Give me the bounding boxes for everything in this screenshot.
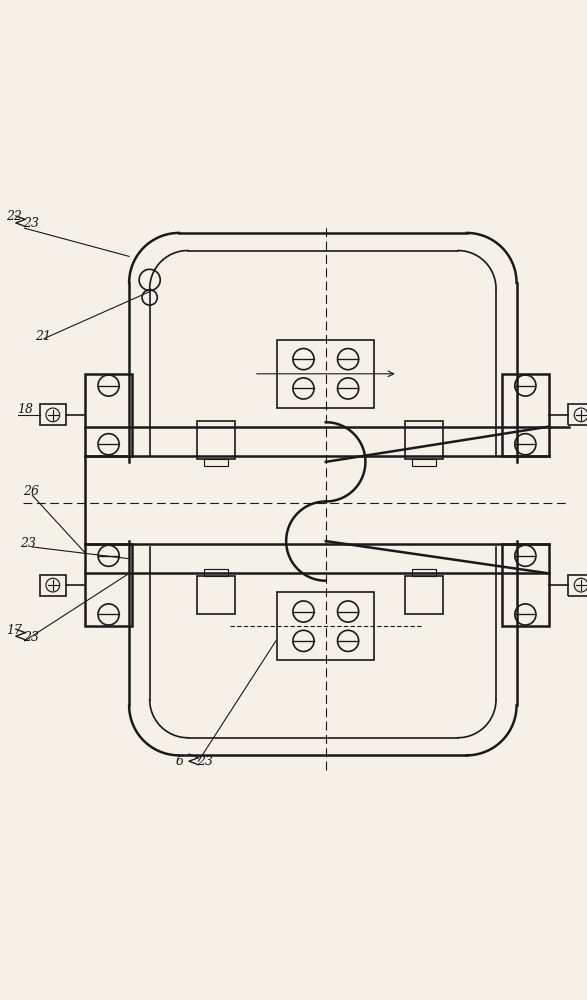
Text: 17: 17 <box>6 624 22 637</box>
Bar <box>568 575 587 596</box>
Bar <box>40 575 66 596</box>
Text: 18: 18 <box>18 403 33 416</box>
Text: 22: 22 <box>6 210 22 223</box>
Bar <box>405 421 443 459</box>
Text: 23: 23 <box>21 537 36 550</box>
Bar <box>204 569 228 576</box>
Text: 23: 23 <box>23 217 39 230</box>
Bar <box>412 459 436 466</box>
Text: 6: 6 <box>176 755 184 768</box>
Bar <box>278 340 375 408</box>
Bar <box>568 404 587 425</box>
Bar <box>502 544 549 626</box>
Bar <box>197 576 235 614</box>
Text: 21: 21 <box>35 330 51 343</box>
Bar <box>204 459 228 466</box>
Text: 23: 23 <box>197 755 212 768</box>
Bar <box>412 569 436 576</box>
Bar <box>405 576 443 614</box>
Text: 23: 23 <box>23 631 39 644</box>
Bar <box>197 421 235 459</box>
Text: 26: 26 <box>23 485 39 498</box>
Bar <box>502 374 549 456</box>
Bar <box>278 592 375 660</box>
Bar <box>85 544 132 626</box>
Bar <box>40 404 66 425</box>
Bar <box>85 374 132 456</box>
